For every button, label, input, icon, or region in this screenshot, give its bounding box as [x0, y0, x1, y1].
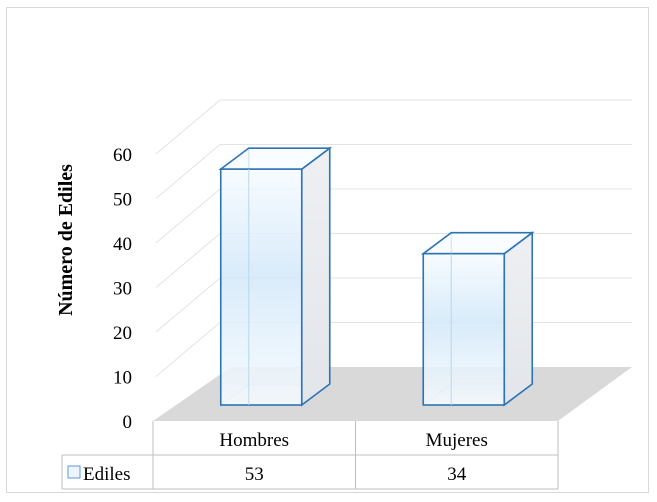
- x-category-label: Hombres: [219, 430, 289, 451]
- bar-mujeres: [420, 231, 535, 407]
- gridline-diagonal: [155, 144, 221, 199]
- table-value-cell: 53: [245, 464, 264, 485]
- y-tick-label: 60: [113, 145, 132, 166]
- legend-series-label: Ediles: [83, 464, 131, 485]
- bar-front-face: [219, 168, 303, 406]
- y-axis-ticks: 0 10 20 30 40 50 60: [113, 145, 132, 433]
- y-tick-label: 20: [113, 323, 132, 344]
- table-value-cell: 34: [447, 464, 467, 485]
- bar-front-face: [422, 252, 506, 406]
- legend-swatch: [67, 465, 81, 479]
- gridline-diagonal: [155, 99, 221, 155]
- bar-hombres: [218, 146, 333, 407]
- gridline-diagonal: [155, 188, 221, 244]
- gridline-diagonal: [155, 233, 221, 288]
- y-tick-label: 30: [113, 279, 132, 300]
- y-tick-label: 0: [123, 412, 133, 433]
- bar-side-face: [300, 146, 331, 407]
- gridline-diagonal: [155, 322, 221, 377]
- y-axis-label: Número de Ediles: [55, 164, 77, 316]
- data-table: Hombres 53 Mujeres 34 Ediles: [61, 421, 559, 490]
- bars: [218, 146, 535, 407]
- gridline-diagonal: [155, 277, 221, 333]
- y-tick-label: 10: [113, 368, 132, 389]
- y-tick-label: 40: [113, 234, 132, 255]
- x-category-label: Mujeres: [426, 430, 488, 451]
- y-tick-label: 50: [113, 190, 132, 211]
- bar-side-face: [503, 231, 534, 407]
